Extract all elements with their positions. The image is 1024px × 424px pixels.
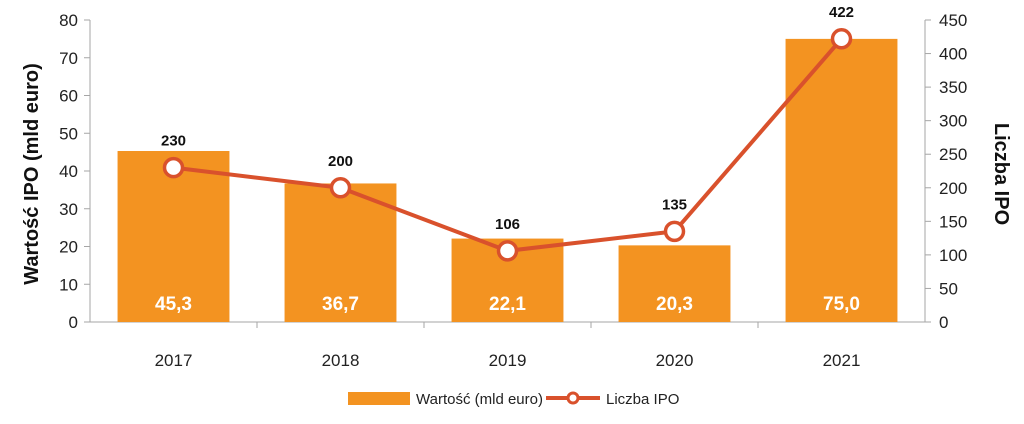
y-tick-label: 30 bbox=[59, 200, 78, 219]
line-point bbox=[162, 156, 185, 179]
legend-swatch-bar bbox=[348, 392, 410, 405]
point-value-label: 200 bbox=[328, 153, 353, 170]
x-tick-label: 2020 bbox=[656, 351, 694, 370]
bar-value-label: 22,1 bbox=[489, 294, 526, 315]
y-tick-label: 70 bbox=[59, 49, 78, 68]
legend: Wartość (mld euro) Liczba IPO bbox=[348, 391, 679, 408]
bar bbox=[284, 183, 397, 322]
line-point bbox=[830, 28, 853, 50]
y-tick-label: 20 bbox=[59, 238, 78, 257]
y2-tick-label: 400 bbox=[939, 45, 967, 64]
point-value-label: 106 bbox=[495, 216, 520, 233]
y2-tick-label: 50 bbox=[939, 279, 958, 298]
bar bbox=[618, 245, 731, 322]
y2-tick-label: 350 bbox=[939, 78, 967, 97]
point-value-label: 422 bbox=[829, 4, 854, 21]
y2-tick-label: 100 bbox=[939, 246, 967, 265]
y-tick-label: 50 bbox=[59, 124, 78, 143]
y-tick-label: 80 bbox=[59, 11, 78, 30]
x-tick-label: 2021 bbox=[823, 351, 861, 370]
x-tick-label: 2018 bbox=[322, 351, 360, 370]
y-tick-label: 40 bbox=[59, 162, 78, 181]
y2-tick-label: 450 bbox=[939, 11, 967, 30]
bar-value-label: 45,3 bbox=[155, 294, 192, 315]
bar-value-label: 75,0 bbox=[823, 294, 860, 315]
line-point bbox=[496, 240, 519, 262]
y2-tick-label: 300 bbox=[939, 112, 967, 131]
legend-label-bar: Wartość (mld euro) bbox=[416, 391, 543, 408]
y2-tick-label: 200 bbox=[939, 179, 967, 198]
x-tick-label: 2019 bbox=[489, 351, 527, 370]
y-axis-title: Wartość IPO (mld euro) bbox=[21, 63, 43, 285]
y-tick-label: 10 bbox=[59, 275, 78, 294]
y2-tick-label: 150 bbox=[939, 212, 967, 231]
y2-tick-label: 0 bbox=[939, 313, 948, 332]
legend-label-line: Liczba IPO bbox=[606, 391, 679, 408]
bar-value-label: 36,7 bbox=[322, 294, 359, 315]
point-value-label: 230 bbox=[161, 133, 186, 150]
y2-axis-title: Liczba IPO bbox=[990, 123, 1012, 225]
point-value-label: 135 bbox=[662, 196, 687, 213]
bar bbox=[785, 38, 898, 322]
y-tick-label: 60 bbox=[59, 87, 78, 106]
bar bbox=[117, 150, 230, 322]
line-point bbox=[663, 220, 686, 243]
y2-tick-label: 250 bbox=[939, 145, 967, 164]
legend-swatch-marker bbox=[566, 391, 580, 405]
x-tick-label: 2017 bbox=[155, 351, 193, 370]
line-point bbox=[329, 177, 352, 199]
bar-value-label: 20,3 bbox=[656, 294, 693, 315]
y-tick-label: 0 bbox=[69, 313, 78, 332]
